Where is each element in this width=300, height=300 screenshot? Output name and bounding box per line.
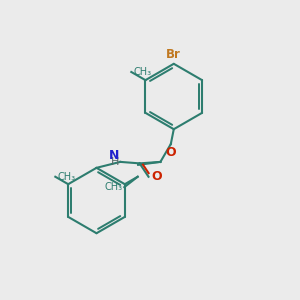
Text: CH₃: CH₃ — [57, 172, 75, 182]
Text: CH₃: CH₃ — [134, 67, 152, 77]
Text: CH₃: CH₃ — [104, 182, 122, 192]
Text: O: O — [151, 170, 161, 183]
Text: H: H — [110, 157, 119, 167]
Text: Br: Br — [166, 48, 181, 62]
Text: O: O — [166, 146, 176, 159]
Text: N: N — [108, 149, 119, 162]
